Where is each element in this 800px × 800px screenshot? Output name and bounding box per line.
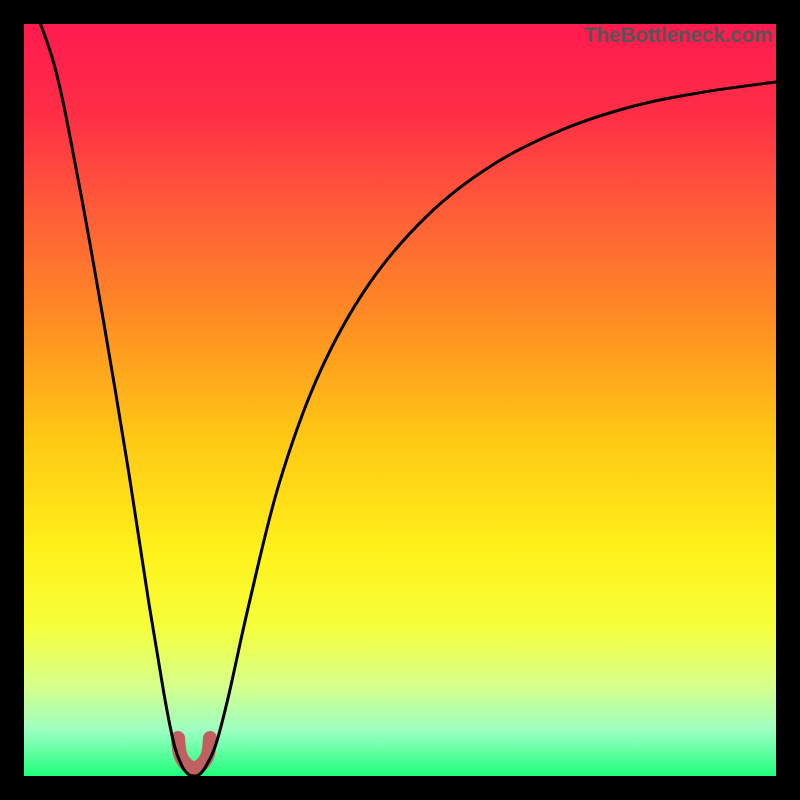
- chart-container: TheBottleneck.com: [0, 0, 800, 800]
- border-bottom: [0, 776, 800, 800]
- background-gradient: [24, 24, 776, 776]
- plot-area: TheBottleneck.com: [24, 24, 776, 776]
- border-top: [0, 0, 800, 24]
- border-left: [0, 0, 24, 800]
- watermark-text: TheBottleneck.com: [584, 24, 773, 48]
- plot-svg: [24, 24, 776, 776]
- border-right: [776, 0, 800, 800]
